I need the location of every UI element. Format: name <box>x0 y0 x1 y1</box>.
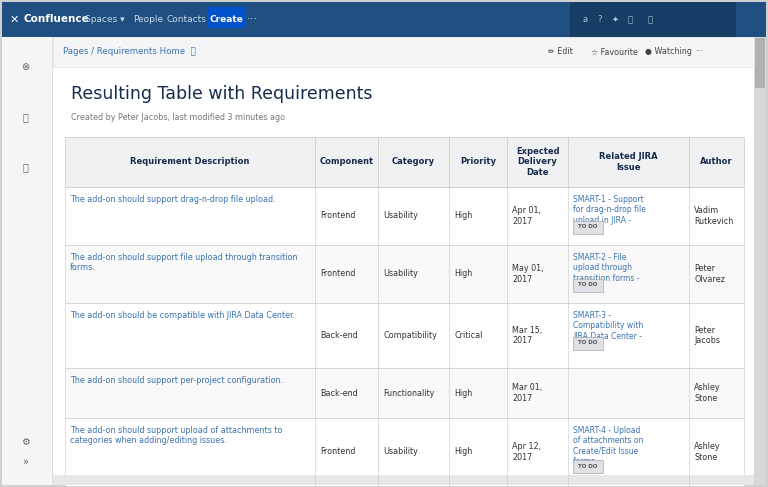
Text: ?: ? <box>598 15 602 24</box>
Text: 👤: 👤 <box>647 15 653 24</box>
Text: a: a <box>582 15 588 24</box>
Bar <box>65 418 744 486</box>
Text: SMART-4 - Upload
of attachments on
Create/Edit Issue
forms. -: SMART-4 - Upload of attachments on Creat… <box>573 426 644 466</box>
Text: Related JIRA
Issue: Related JIRA Issue <box>599 152 658 172</box>
Text: 📡: 📡 <box>22 162 28 172</box>
Text: High: High <box>455 211 472 221</box>
Text: High: High <box>455 389 472 397</box>
Text: ···: ··· <box>695 48 703 56</box>
Text: Component: Component <box>319 157 373 167</box>
Text: Create: Create <box>209 15 243 24</box>
Text: ✦: ✦ <box>611 15 618 24</box>
Text: Priority: Priority <box>460 157 496 167</box>
Text: High: High <box>455 269 472 279</box>
Text: Usability: Usability <box>383 269 418 279</box>
Bar <box>2 37 52 485</box>
Bar <box>573 337 603 350</box>
Text: Mar 01,
2017: Mar 01, 2017 <box>512 383 542 403</box>
Bar <box>573 460 603 473</box>
Bar <box>52 37 53 485</box>
Bar <box>65 303 744 368</box>
Text: Ashley
Stone: Ashley Stone <box>694 442 720 462</box>
Text: Spaces ▾: Spaces ▾ <box>85 15 125 24</box>
Text: SMART-3 -
Compatibility with
JIRA Data Center -: SMART-3 - Compatibility with JIRA Data C… <box>573 311 644 341</box>
Text: High: High <box>455 448 472 456</box>
Text: Vadim
Rutkevich: Vadim Rutkevich <box>694 206 733 225</box>
Text: Apr 12,
2017: Apr 12, 2017 <box>512 442 541 462</box>
Bar <box>2 2 766 37</box>
Bar <box>53 475 754 485</box>
Text: Category: Category <box>392 157 435 167</box>
Text: Critical: Critical <box>455 331 483 340</box>
Bar <box>754 37 766 485</box>
Text: Ashley
Stone: Ashley Stone <box>694 383 720 403</box>
Text: Back-end: Back-end <box>319 389 358 397</box>
Text: ● Watching: ● Watching <box>644 48 692 56</box>
Text: Created by Peter Jacobs, last modified 3 minutes ago: Created by Peter Jacobs, last modified 3… <box>71 113 285 122</box>
Bar <box>53 37 754 67</box>
Bar <box>65 187 744 245</box>
Text: TO DO: TO DO <box>578 225 598 229</box>
Text: The add-on should support upload of attachments to
categories when adding/editin: The add-on should support upload of atta… <box>70 426 283 446</box>
Text: Frontend: Frontend <box>319 269 356 279</box>
Bar <box>573 221 603 233</box>
Text: »: » <box>22 457 28 467</box>
Text: SMART-1 - Support
for drag-n-drop file
upload in JIRA -: SMART-1 - Support for drag-n-drop file u… <box>573 195 646 225</box>
Text: Confluence: Confluence <box>24 15 90 24</box>
Bar <box>755 38 765 88</box>
Text: Peter
Olvarez: Peter Olvarez <box>694 264 725 284</box>
Bar <box>573 279 603 292</box>
Text: ···: ··· <box>247 15 257 24</box>
Text: TO DO: TO DO <box>578 464 598 469</box>
Text: The add-on should support per-project configuration.: The add-on should support per-project co… <box>70 376 283 385</box>
Text: TO DO: TO DO <box>578 282 598 287</box>
Text: ⊗: ⊗ <box>21 62 29 72</box>
Bar <box>65 368 744 418</box>
Text: 🔔: 🔔 <box>627 15 633 24</box>
Text: Compatibility: Compatibility <box>383 331 437 340</box>
Text: Back-end: Back-end <box>319 331 358 340</box>
Text: 📋: 📋 <box>22 112 28 122</box>
Bar <box>207 7 245 28</box>
Bar <box>65 486 744 487</box>
Text: Functionality: Functionality <box>383 389 435 397</box>
Text: Usability: Usability <box>383 448 418 456</box>
Text: Peter
Jacobs: Peter Jacobs <box>694 326 720 345</box>
Bar <box>53 67 754 485</box>
Text: ✏ Edit: ✏ Edit <box>548 48 573 56</box>
Text: May 01,
2017: May 01, 2017 <box>512 264 544 284</box>
Text: The add-on should support drag-n-drop file upload.: The add-on should support drag-n-drop fi… <box>70 195 276 204</box>
Text: TO DO: TO DO <box>578 340 598 345</box>
Text: Expected
Delivery
Date: Expected Delivery Date <box>516 147 559 177</box>
Bar <box>65 137 744 187</box>
Text: ⚙: ⚙ <box>21 437 29 447</box>
Bar <box>570 2 736 37</box>
Text: ✕: ✕ <box>9 15 18 24</box>
Text: Apr 01,
2017: Apr 01, 2017 <box>512 206 541 225</box>
Text: SMART-2 - File
upload through
transition forms -: SMART-2 - File upload through transition… <box>573 253 640 283</box>
Text: Mar 15,
2017: Mar 15, 2017 <box>512 326 542 345</box>
Text: The add-on should support file upload through transition
forms.: The add-on should support file upload th… <box>70 253 297 272</box>
Text: Contacts: Contacts <box>166 15 206 24</box>
Text: Author: Author <box>700 157 733 167</box>
Text: Resulting Table with Requirements: Resulting Table with Requirements <box>71 85 372 103</box>
Text: Frontend: Frontend <box>319 211 356 221</box>
Text: Pages / Requirements Home  🔒: Pages / Requirements Home 🔒 <box>63 48 196 56</box>
Text: The add-on should be compatible with JIRA Data Center.: The add-on should be compatible with JIR… <box>70 311 295 320</box>
Text: People: People <box>133 15 163 24</box>
Text: Frontend: Frontend <box>319 448 356 456</box>
Bar <box>65 245 744 303</box>
Text: Requirement Description: Requirement Description <box>131 157 250 167</box>
Text: ☆ Favourite: ☆ Favourite <box>591 48 638 56</box>
Text: Usability: Usability <box>383 211 418 221</box>
